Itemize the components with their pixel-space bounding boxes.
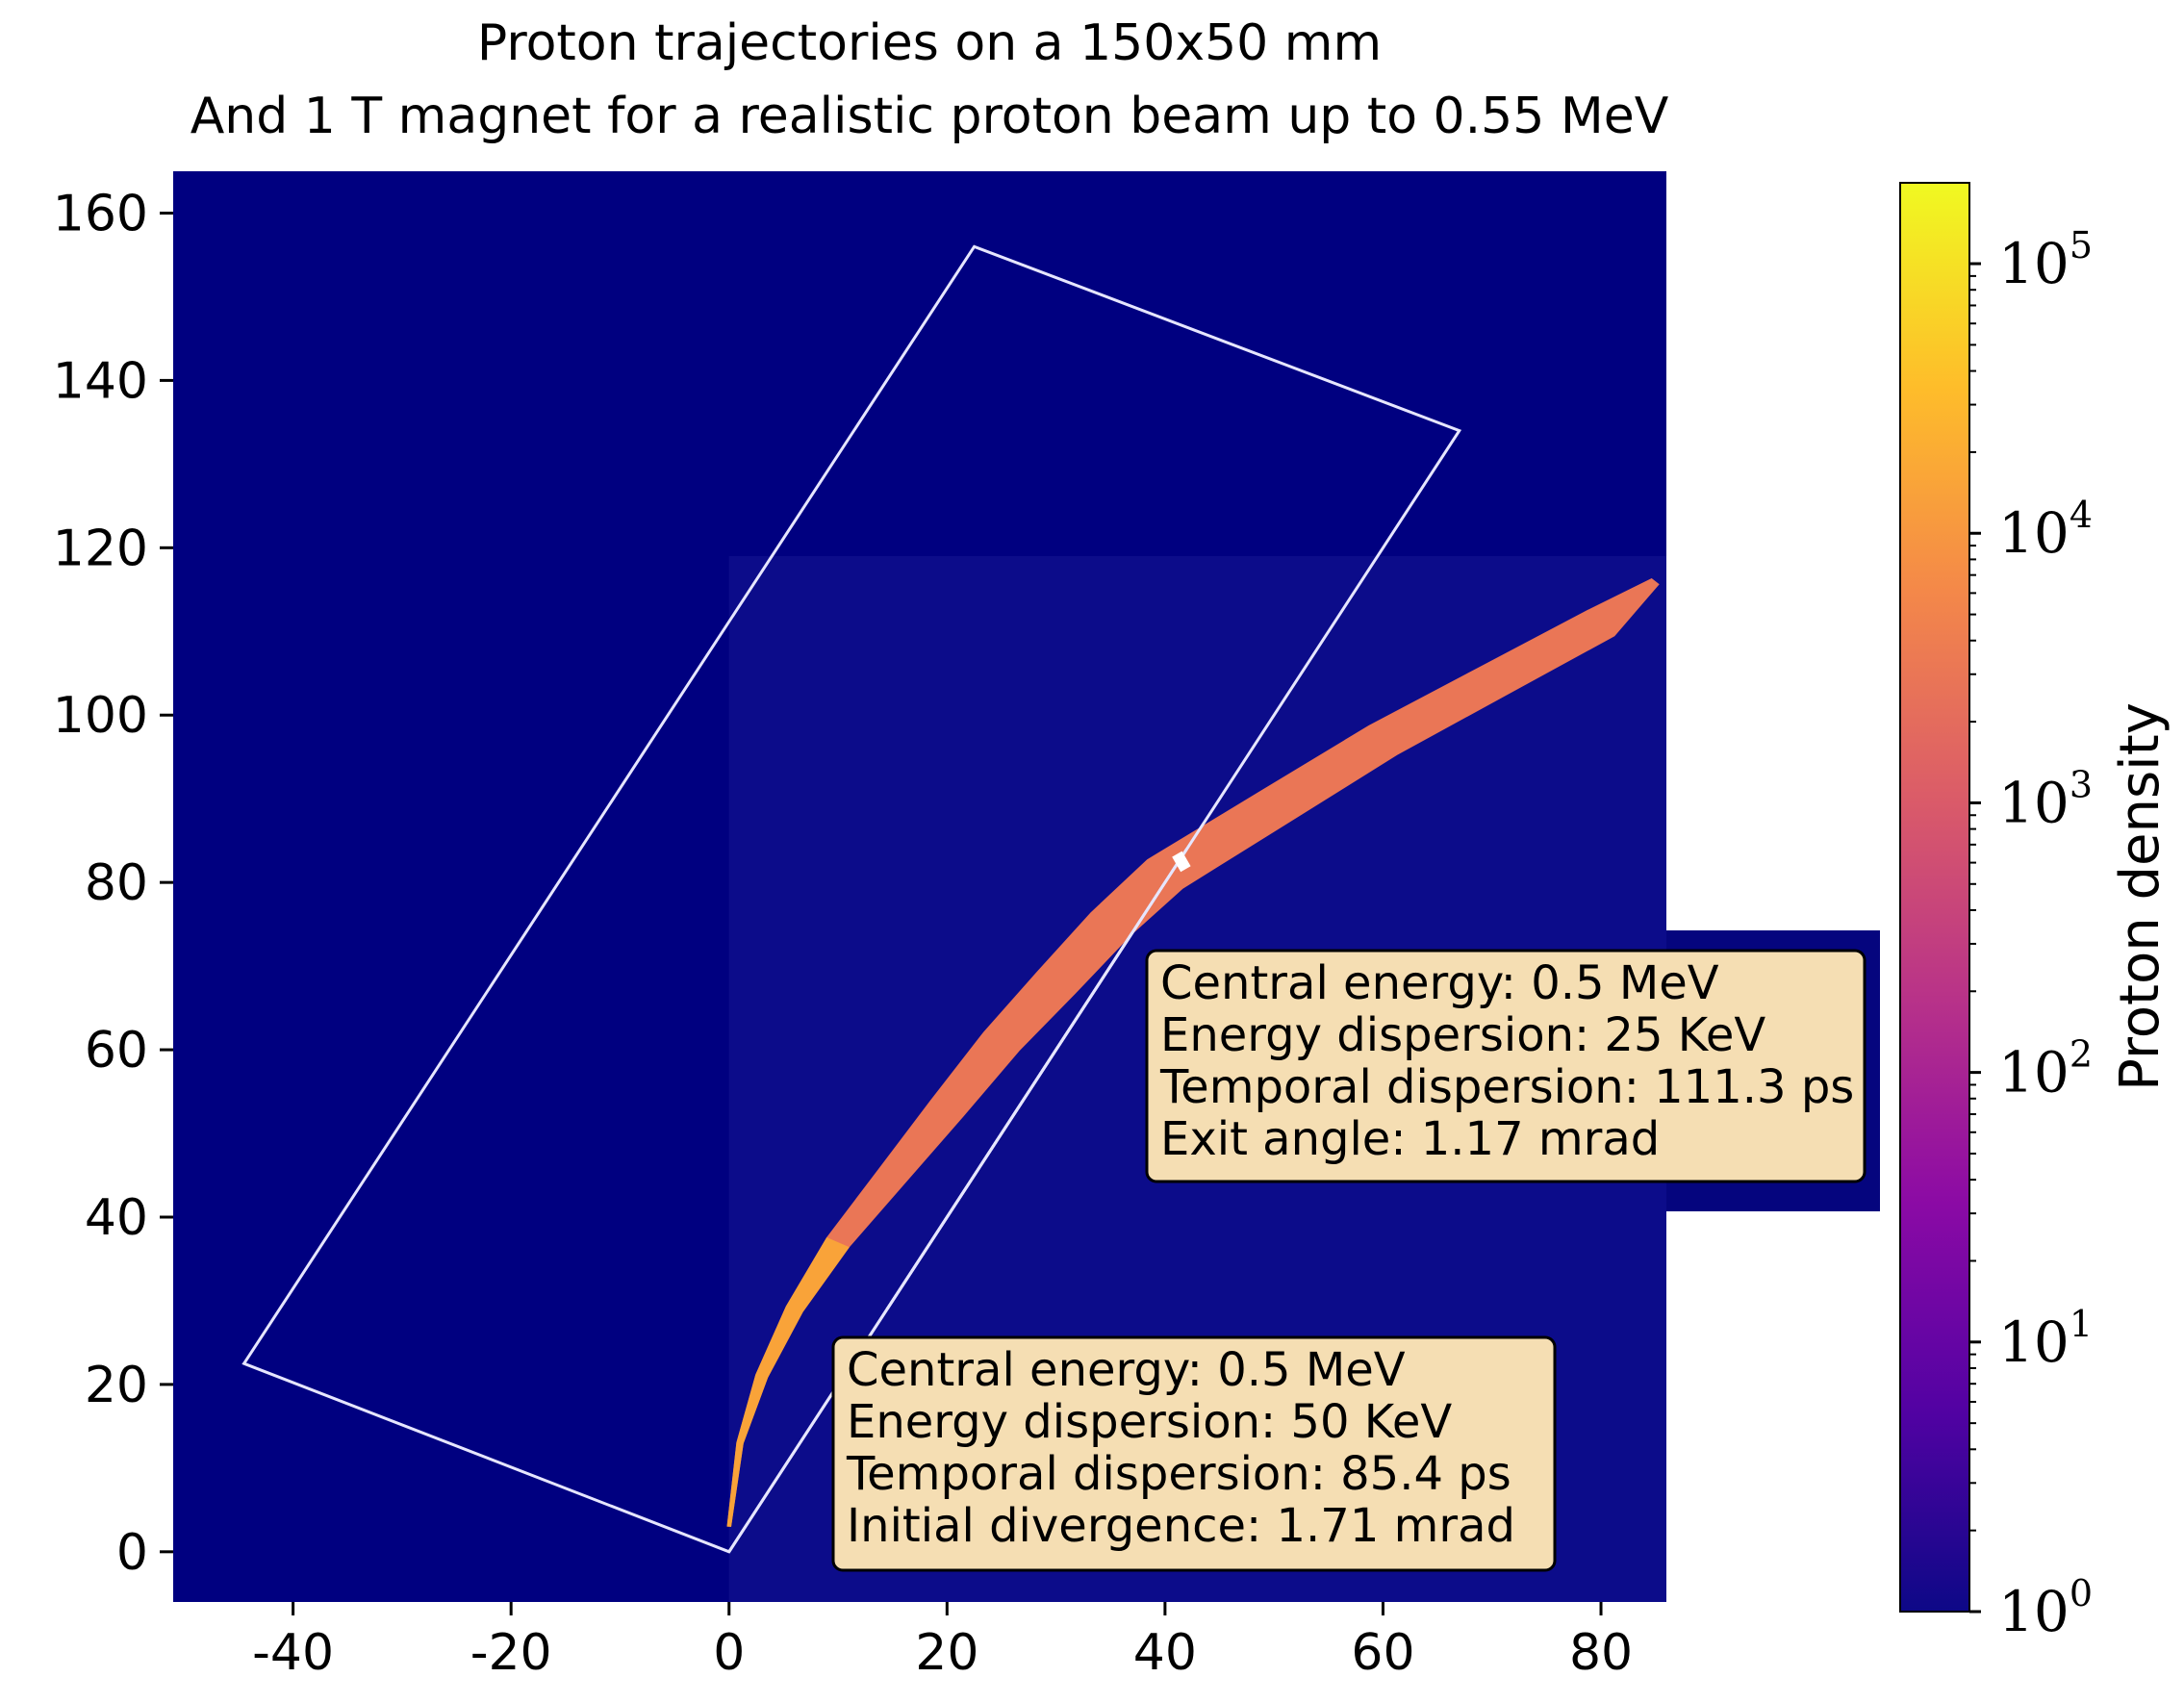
y-tick-label: 40 xyxy=(85,1189,148,1247)
y-tick-label: 60 xyxy=(85,1022,148,1080)
colorbar-tick-label: 105 xyxy=(1998,224,2093,296)
y-tick-label: 160 xyxy=(53,185,148,242)
annotation-initial-box xyxy=(831,1335,1557,1572)
x-tick-label: 60 xyxy=(1351,1624,1414,1682)
y-tick-label: 20 xyxy=(85,1357,148,1414)
y-tick-label: 80 xyxy=(85,854,148,912)
annotation-initial-line-1: Central energy: 0.5 MeV xyxy=(847,1343,1406,1397)
annotation-exit-line-3: Temporal dispersion: 111.3 ps xyxy=(1159,1060,1854,1114)
colorbar-tick-label: 103 xyxy=(1998,763,2093,835)
x-tick-label: 80 xyxy=(1569,1624,1633,1682)
y-tick-label: 140 xyxy=(53,352,148,410)
x-axis: -40 -20 0 20 40 60 80 xyxy=(252,1602,1633,1682)
annotation-exit: Central energy: 0.5 MeV Energy dispersio… xyxy=(1145,949,1867,1183)
x-tick-label: 0 xyxy=(713,1624,745,1682)
annotation-exit-box xyxy=(1145,949,1867,1183)
annotation-exit-line-2: Energy dispersion: 25 KeV xyxy=(1160,1008,1765,1062)
annotation-exit-line-4: Exit angle: 1.17 mrad xyxy=(1160,1112,1660,1166)
magnet-outline xyxy=(241,244,1462,1554)
chart-title-line-2: And 1 T magnet for a realistic proton be… xyxy=(190,88,1669,145)
y-tick-label: 120 xyxy=(53,520,148,577)
colorbar-ticks: 100 101 102 103 104 105 xyxy=(1969,224,2093,1644)
y-axis: 0 20 40 60 80 100 120 140 160 xyxy=(53,185,173,1582)
annotation-initial-line-3: Temporal dispersion: 85.4 ps xyxy=(846,1447,1511,1501)
chart-title: Proton trajectories on a 150x50 mm And 1… xyxy=(190,14,1669,145)
x-tick-label: 20 xyxy=(915,1624,978,1682)
x-tick-label: -20 xyxy=(470,1624,552,1682)
annotation-initial-line-2: Energy dispersion: 50 KeV xyxy=(847,1395,1452,1449)
colorbar-tick-label: 102 xyxy=(1998,1033,2093,1106)
colorbar-tick-label: 101 xyxy=(1998,1303,2093,1375)
exit-line xyxy=(727,848,1188,1553)
chart-title-line-1: Proton trajectories on a 150x50 mm xyxy=(477,14,1382,72)
colorbar: 100 101 102 103 104 105 Proton density xyxy=(1899,182,2171,1644)
colorbar-tick-label: 104 xyxy=(1998,494,2093,566)
annotation-initial: Central energy: 0.5 MeV Energy dispersio… xyxy=(831,1335,1557,1572)
y-tick-label: 100 xyxy=(53,687,148,745)
y-tick-label: 0 xyxy=(116,1524,148,1582)
colorbar-gradient xyxy=(1899,182,1970,1613)
colorbar-label: Proton density xyxy=(2109,702,2171,1091)
annotation-initial-line-4: Initial divergence: 1.71 mrad xyxy=(847,1499,1515,1553)
x-tick-label: 40 xyxy=(1133,1624,1197,1682)
colorbar-tick-label: 100 xyxy=(1998,1572,2093,1644)
annotation-exit-line-1: Central energy: 0.5 MeV xyxy=(1160,956,1719,1010)
exit-marker xyxy=(1172,851,1191,873)
x-tick-label: -40 xyxy=(252,1624,334,1682)
